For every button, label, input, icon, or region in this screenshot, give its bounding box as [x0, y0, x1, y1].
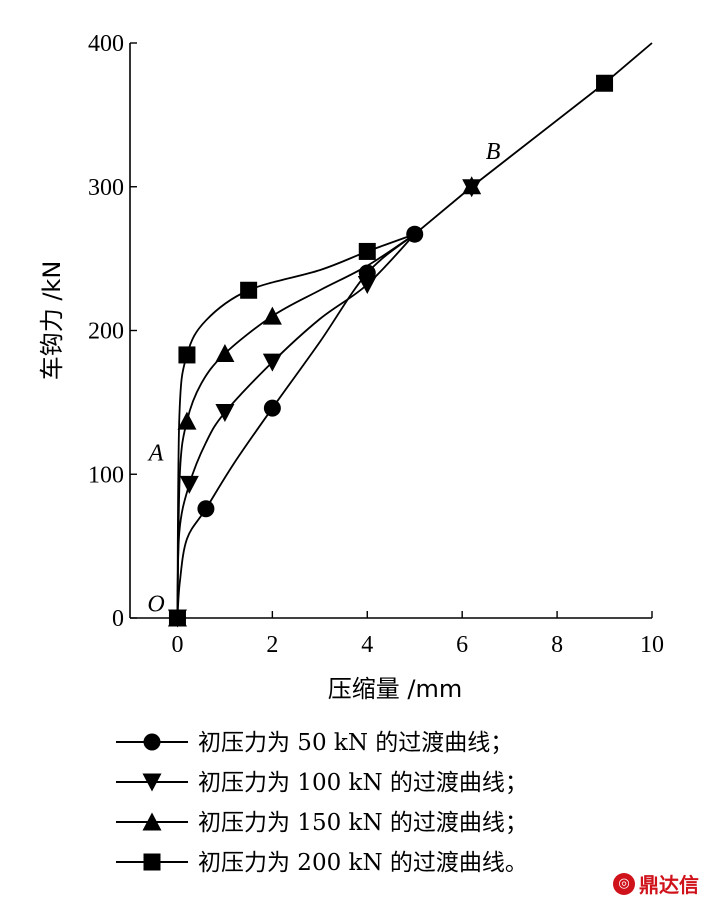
annotation-o: O [147, 592, 164, 618]
x-tick-label: 0 [171, 632, 183, 658]
legend-label: 初压力为 100 kN 的过渡曲线； [198, 770, 528, 796]
series-line-3 [176, 233, 416, 619]
watermark-logo-icon: ◎ [613, 872, 635, 895]
series-1-point [263, 399, 281, 417]
legend-label: 初压力为 150 kN 的过渡曲线； [198, 810, 528, 836]
y-axis-label: 车钩力 /kN [38, 261, 66, 381]
series-4-point [168, 609, 186, 627]
series-3-point [215, 344, 235, 362]
legend-item-1: 初压力为 50 kN 的过渡曲线； [116, 730, 513, 756]
annotation-a: A [147, 441, 164, 467]
legend-item-3: 初压力为 150 kN 的过渡曲线； [116, 810, 528, 836]
legend-item-2: 初压力为 100 kN 的过渡曲线； [116, 770, 528, 796]
legend-marker [143, 733, 161, 751]
watermark: ◎ 鼎达信 [613, 869, 699, 898]
y-tick-label: 300 [88, 175, 124, 201]
legend-item-4: 初压力为 200 kN 的过渡曲线。 [116, 850, 528, 876]
x-tick-label: 6 [456, 632, 468, 658]
series-2-point [179, 475, 199, 494]
series-4-point [358, 242, 376, 260]
x-tick-label: 10 [640, 632, 664, 658]
series-2-point [262, 353, 282, 372]
series-line-4 [176, 233, 416, 619]
x-axis-label: 压缩量 /mm [328, 675, 462, 703]
legend-label: 初压力为 50 kN 的过渡曲线； [198, 730, 513, 756]
legend-marker [143, 853, 161, 871]
series-3-point [177, 411, 197, 430]
series-4-point [178, 346, 196, 364]
x-tick-label: 2 [266, 632, 278, 658]
y-tick-label: 400 [88, 31, 124, 57]
series-4-point [240, 281, 258, 299]
series-2-point [215, 403, 235, 422]
star-point-down [462, 179, 482, 198]
upper-square-point [596, 74, 614, 92]
x-tick-label: 8 [551, 632, 563, 658]
legend-marker [142, 773, 162, 792]
series-3-point [262, 306, 282, 325]
y-tick-label: 200 [88, 319, 124, 345]
y-tick-label: 100 [88, 462, 124, 488]
series-line-1 [176, 233, 416, 619]
y-tick-label: 0 [112, 606, 124, 632]
legend-marker [142, 812, 162, 831]
legend-label: 初压力为 200 kN 的过渡曲线。 [198, 850, 528, 876]
watermark-text: 鼎达信 [639, 873, 699, 897]
series-1-point [197, 500, 215, 518]
annotation-b: B [486, 139, 501, 165]
series-line-2 [176, 233, 416, 619]
x-tick-label: 4 [361, 632, 373, 658]
common-line [414, 42, 653, 235]
series-2-point [357, 276, 377, 294]
